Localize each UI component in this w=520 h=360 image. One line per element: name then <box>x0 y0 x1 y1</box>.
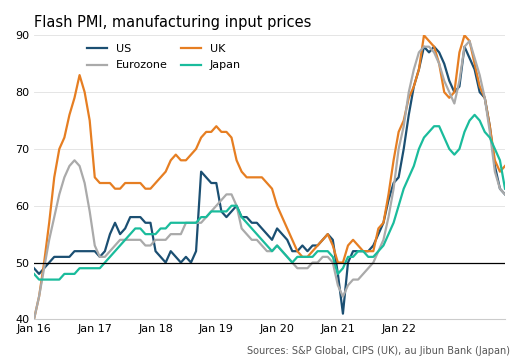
Line: UK: UK <box>34 35 505 319</box>
US <box>112 221 118 225</box>
Eurozone <box>385 215 392 219</box>
UK <box>385 192 392 197</box>
US <box>340 311 346 316</box>
UK <box>502 164 508 168</box>
UK <box>213 124 219 129</box>
US <box>502 192 508 197</box>
Japan <box>472 113 478 117</box>
Eurozone <box>228 192 235 197</box>
Text: Flash PMI, manufacturing input prices: Flash PMI, manufacturing input prices <box>34 15 311 30</box>
UK <box>152 181 159 185</box>
US <box>228 209 235 213</box>
UK <box>228 135 235 140</box>
Japan <box>117 243 123 248</box>
US <box>391 181 397 185</box>
US <box>421 45 427 49</box>
Line: US: US <box>34 47 505 314</box>
Eurozone <box>315 260 321 265</box>
Eurozone <box>213 203 219 208</box>
Japan <box>502 186 508 191</box>
US <box>31 266 37 270</box>
Japan <box>158 226 164 231</box>
UK <box>31 317 37 321</box>
Japan <box>31 272 37 276</box>
UK <box>421 33 427 37</box>
UK <box>112 186 118 191</box>
Eurozone <box>112 243 118 248</box>
Japan <box>233 203 240 208</box>
US <box>152 249 159 253</box>
Japan <box>36 278 42 282</box>
UK <box>315 243 321 248</box>
Line: Japan: Japan <box>34 115 505 280</box>
US <box>315 243 321 248</box>
US <box>213 181 219 185</box>
Eurozone <box>466 39 473 43</box>
Eurozone <box>502 192 508 197</box>
Japan <box>218 209 225 213</box>
Text: Sources: S&P Global, CIPS (UK), au Jibun Bank (Japan): Sources: S&P Global, CIPS (UK), au Jibun… <box>246 346 510 356</box>
Eurozone <box>31 317 37 321</box>
Legend: US, Eurozone, UK, Japan: US, Eurozone, UK, Japan <box>87 44 241 71</box>
Line: Eurozone: Eurozone <box>34 41 505 319</box>
Japan <box>391 221 397 225</box>
Japan <box>320 249 326 253</box>
Eurozone <box>152 238 159 242</box>
